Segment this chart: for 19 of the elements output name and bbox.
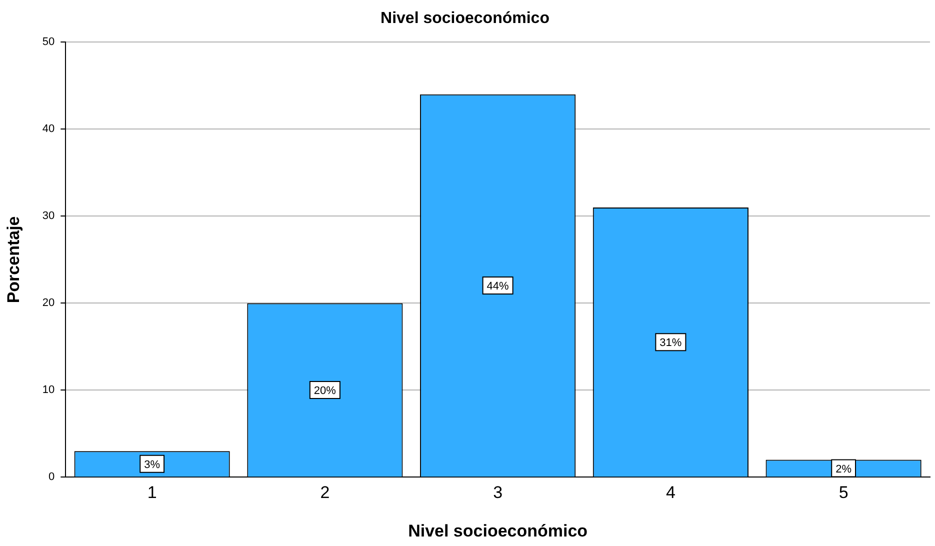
y-tick-label: 30 bbox=[42, 210, 55, 222]
y-tick-label: 20 bbox=[42, 297, 55, 310]
x-axis-title: Nivel socioeconómico bbox=[408, 521, 588, 540]
x-tick-label: 4 bbox=[666, 483, 676, 502]
y-tick-label: 10 bbox=[42, 384, 55, 396]
y-tick-label: 40 bbox=[42, 123, 55, 136]
data-label: 3% bbox=[144, 458, 160, 471]
data-label: 20% bbox=[314, 384, 336, 397]
x-tick-label: 1 bbox=[147, 483, 157, 502]
data-label: 31% bbox=[660, 337, 682, 350]
y-tick-label: 0 bbox=[48, 471, 55, 484]
x-tick-label: 5 bbox=[838, 483, 848, 502]
x-tick-label: 2 bbox=[320, 483, 330, 502]
data-label: 44% bbox=[486, 280, 510, 293]
chart-title: Nivel socioeconómico bbox=[380, 10, 550, 28]
data-label: 2% bbox=[836, 463, 852, 476]
y-axis-title: Porcentaje bbox=[4, 216, 23, 304]
x-tick-label: 3 bbox=[493, 483, 503, 502]
y-tick-label: 50 bbox=[42, 36, 55, 48]
